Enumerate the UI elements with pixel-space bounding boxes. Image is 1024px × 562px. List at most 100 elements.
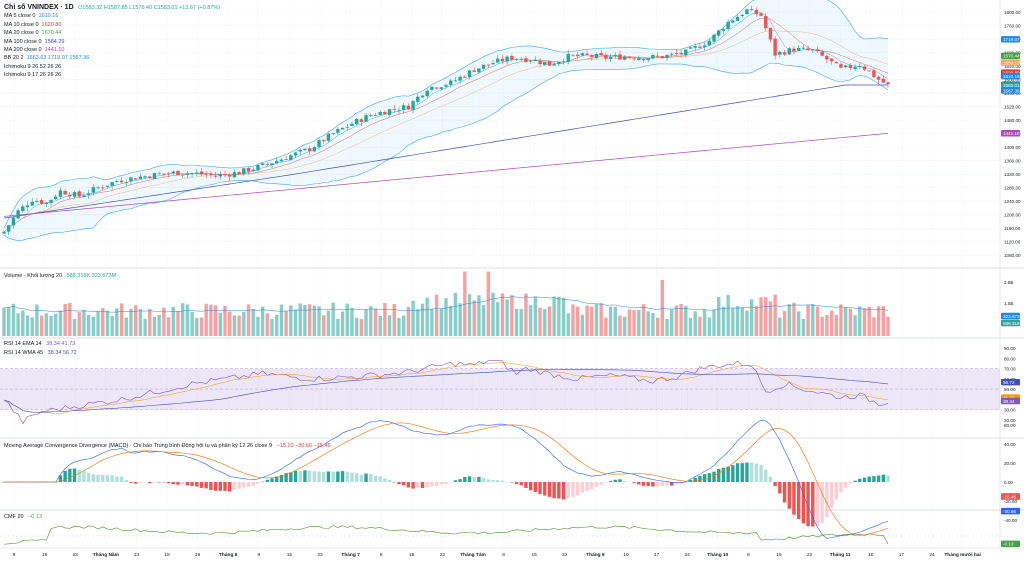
macd-histogram-bar[interactable]	[185, 482, 190, 486]
volume-bar[interactable]	[787, 304, 791, 336]
volume-bar[interactable]	[778, 317, 782, 336]
indicator-row[interactable]: Ichimoku 9 26 52 26 26	[4, 63, 220, 71]
candle-body[interactable]	[185, 173, 190, 175]
macd-histogram-bar[interactable]	[317, 471, 321, 482]
macd-histogram-bar[interactable]	[717, 469, 721, 482]
volume-bar[interactable]	[622, 316, 627, 336]
candle-body[interactable]	[16, 210, 20, 219]
x-tick-label[interactable]: 24	[929, 552, 935, 558]
macd-histogram-bar[interactable]	[420, 482, 425, 488]
macd-histogram-bar[interactable]	[491, 479, 495, 482]
volume-bar[interactable]	[646, 311, 650, 336]
candle-body[interactable]	[411, 101, 415, 110]
candle-body[interactable]	[491, 63, 495, 65]
candle-body[interactable]	[632, 58, 636, 60]
candle-body[interactable]	[787, 48, 791, 55]
x-tick-label[interactable]: Tháng 7	[341, 552, 360, 558]
volume-bar[interactable]	[199, 317, 204, 336]
macd-histogram-bar[interactable]	[472, 476, 476, 482]
volume-bar[interactable]	[848, 308, 853, 336]
volume-bar[interactable]	[369, 306, 373, 336]
macd-histogram-bar[interactable]	[359, 474, 364, 482]
volume-bar[interactable]	[180, 303, 185, 336]
macd-histogram-bar[interactable]	[853, 480, 857, 482]
macd-histogram-bar[interactable]	[858, 478, 862, 482]
volume-bar[interactable]	[655, 317, 660, 336]
volume-bar[interactable]	[627, 309, 632, 336]
candle-body[interactable]	[420, 95, 425, 98]
macd-histogram-bar[interactable]	[166, 482, 171, 484]
macd-histogram-bar[interactable]	[637, 482, 641, 485]
macd-histogram-bar[interactable]	[759, 465, 763, 482]
macd-histogram-bar[interactable]	[665, 482, 669, 486]
x-tick-label[interactable]: 24	[685, 552, 691, 558]
volume-bar[interactable]	[796, 311, 801, 336]
macd-histogram-bar[interactable]	[439, 482, 443, 485]
candle-body[interactable]	[594, 54, 599, 59]
x-tick-label[interactable]: 22	[562, 552, 568, 558]
candle-body[interactable]	[853, 66, 857, 70]
x-tick-label[interactable]: Tháng 6	[219, 552, 238, 558]
candle-body[interactable]	[759, 13, 763, 16]
volume-bar[interactable]	[392, 303, 396, 336]
candle-body[interactable]	[439, 87, 443, 89]
x-tick-label[interactable]: Tháng 9	[586, 552, 605, 558]
candle-body[interactable]	[467, 70, 472, 77]
volume-bar[interactable]	[561, 297, 566, 336]
macd-histogram-bar[interactable]	[566, 482, 570, 499]
candle-body[interactable]	[764, 15, 768, 29]
candle-body[interactable]	[670, 53, 674, 55]
macd-histogram-bar[interactable]	[557, 482, 561, 499]
volume-bar[interactable]	[872, 317, 876, 336]
candle-body[interactable]	[275, 160, 279, 164]
volume-bar[interactable]	[754, 306, 759, 336]
macd-histogram-bar[interactable]	[651, 482, 655, 487]
candle-body[interactable]	[331, 133, 335, 135]
candle-body[interactable]	[265, 163, 270, 165]
macd-histogram-bar[interactable]	[434, 482, 439, 487]
macd-histogram-bar[interactable]	[449, 482, 453, 483]
candle-body[interactable]	[735, 16, 740, 21]
volume-bar[interactable]	[759, 297, 763, 336]
macd-histogram-bar[interactable]	[848, 482, 853, 484]
candle-body[interactable]	[458, 76, 462, 81]
macd-histogram-bar[interactable]	[839, 482, 843, 493]
macd-histogram-bar[interactable]	[829, 482, 834, 508]
volume-bar[interactable]	[406, 306, 411, 336]
volume-bar[interactable]	[270, 318, 274, 336]
volume-bar[interactable]	[481, 305, 486, 336]
candle-body[interactable]	[359, 119, 364, 122]
candle-body[interactable]	[500, 58, 505, 62]
volume-bar[interactable]	[340, 311, 345, 336]
volume-bar[interactable]	[204, 303, 208, 336]
candle-body[interactable]	[449, 80, 453, 85]
candle-body[interactable]	[369, 115, 373, 117]
x-tick-label[interactable]: Tháng 11	[830, 552, 851, 558]
macd-histogram-bar[interactable]	[63, 470, 67, 482]
macd-histogram-bar[interactable]	[232, 482, 237, 490]
macd-histogram-bar[interactable]	[585, 482, 589, 491]
candle-body[interactable]	[237, 172, 241, 175]
candle-body[interactable]	[152, 173, 157, 179]
volume-bar[interactable]	[298, 303, 302, 336]
macd-histogram-bar[interactable]	[674, 482, 679, 485]
macd-histogram-bar[interactable]	[505, 481, 509, 483]
candle-body[interactable]	[199, 171, 204, 175]
volume-bar[interactable]	[68, 302, 72, 336]
price-label[interactable]: 1583.01	[1001, 82, 1020, 89]
macd-histogram-bar[interactable]	[148, 482, 152, 484]
volume-bar[interactable]	[811, 303, 815, 336]
volume-bar[interactable]	[143, 318, 147, 336]
candle-body[interactable]	[740, 14, 744, 16]
volume-bar[interactable]	[472, 300, 476, 336]
volume-bar[interactable]	[519, 308, 523, 336]
volume-bar[interactable]	[105, 310, 110, 336]
macd-histogram-bar[interactable]	[105, 475, 110, 482]
volume-bar[interactable]	[557, 296, 561, 336]
candle-body[interactable]	[510, 56, 514, 60]
macd-histogram-bar[interactable]	[242, 482, 246, 488]
candle-body[interactable]	[387, 109, 392, 116]
macd-histogram-bar[interactable]	[387, 479, 392, 482]
volume-bar[interactable]	[735, 305, 740, 336]
macd-histogram-bar[interactable]	[792, 482, 796, 515]
